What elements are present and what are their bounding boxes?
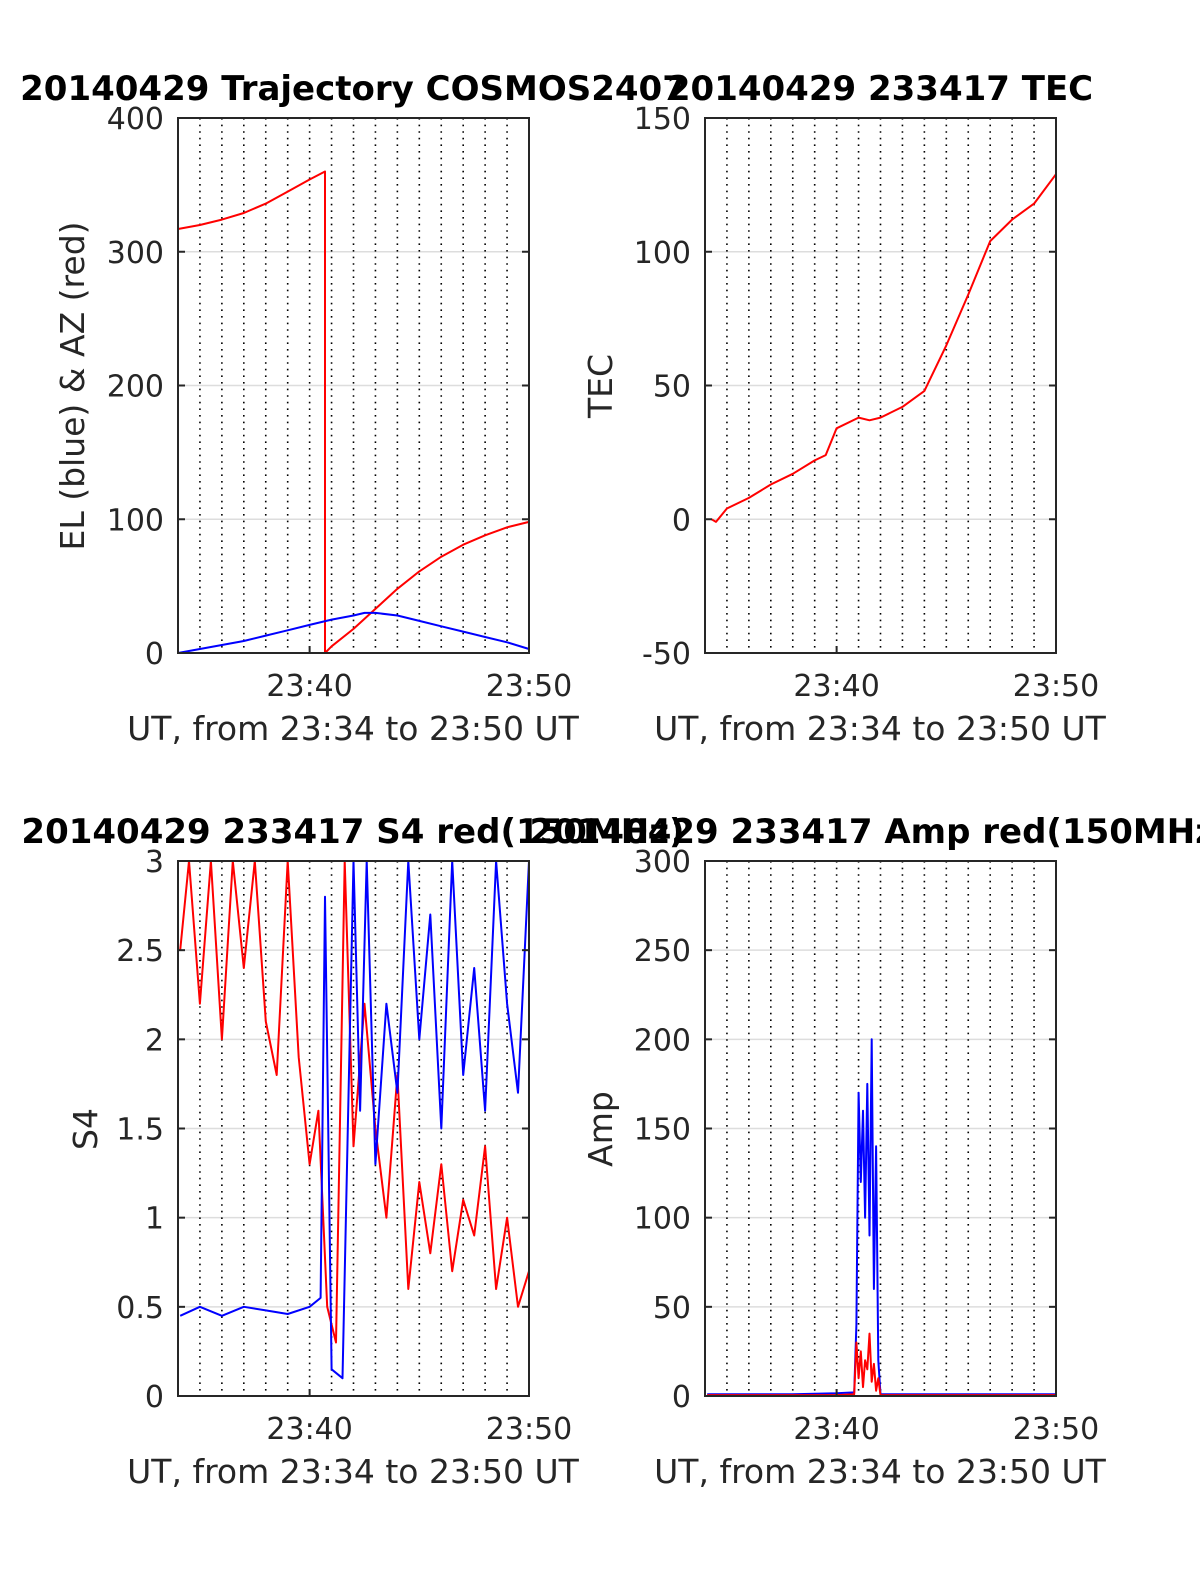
x-tick-label: 23:50 xyxy=(486,669,572,704)
y-tick-label: 200 xyxy=(634,1023,691,1058)
series-line-2 xyxy=(707,1332,1056,1397)
x-tick-label: 23:40 xyxy=(266,1412,352,1447)
x-tick-label: 23:40 xyxy=(793,669,879,704)
y-tick-label: 0.5 xyxy=(116,1291,164,1326)
y-tick-label: 200 xyxy=(107,370,164,405)
y-tick-label: 150 xyxy=(634,1113,691,1148)
x-tick-label: 23:50 xyxy=(486,1412,572,1447)
x-axis-label: UT, from 23:34 to 23:50 UT xyxy=(127,709,580,748)
x-tick-label: 23:50 xyxy=(1013,669,1099,704)
y-tick-label: 0 xyxy=(145,637,164,672)
panel-title: 20140429 233417 Amp red(150MHz) xyxy=(529,812,1200,852)
y-tick-label: 50 xyxy=(653,370,691,405)
y-tick-label: 250 xyxy=(634,934,691,969)
y-tick-label: 2 xyxy=(145,1023,164,1058)
y-tick-label: 100 xyxy=(107,503,164,538)
series-line-2 xyxy=(179,860,530,1380)
series-line-1 xyxy=(179,860,530,1344)
y-tick-label: 0 xyxy=(672,1380,691,1415)
x-axis-label: UT, from 23:34 to 23:50 UT xyxy=(654,709,1107,748)
x-tick-label: 23:40 xyxy=(266,669,352,704)
x-axis-label: UT, from 23:34 to 23:50 UT xyxy=(654,1452,1107,1491)
panel-amp: 0 50 100 150 200 250 300 23:40 23:50 20140429 23… xyxy=(529,812,1200,1491)
y-axis-label: S4 xyxy=(66,1108,105,1150)
panel-title: 20140429 233417 TEC xyxy=(667,69,1093,109)
y-tick-label: 100 xyxy=(634,236,691,271)
y-tick-label: 150 xyxy=(634,102,691,137)
y-axis-label: TEC xyxy=(581,354,620,419)
y-tick-label: 1.5 xyxy=(116,1113,164,1148)
y-tick-label: 100 xyxy=(634,1202,691,1237)
y-tick-label: 300 xyxy=(107,236,164,271)
y-tick-label: 2.5 xyxy=(116,934,164,969)
series-line-2 xyxy=(177,611,530,654)
y-tick-label: 50 xyxy=(653,1291,691,1326)
panel-tec: -50 0 50 100 150 23:40 23:50 20140429 233417 T… xyxy=(581,69,1107,748)
y-axis-label: Amp xyxy=(581,1091,620,1167)
y-tick-label: 1 xyxy=(145,1202,164,1237)
panel-title: 20140429 233417 S4 red(150MHz) xyxy=(21,812,684,852)
x-axis-label: UT, from 23:34 to 23:50 UT xyxy=(127,1452,580,1491)
series-line-1 xyxy=(177,170,530,654)
series-line-1 xyxy=(711,173,1057,523)
y-tick-label: 0 xyxy=(672,503,691,538)
y-axis-label: EL (blue) & AZ (red) xyxy=(53,221,92,550)
panel-title: 20140429 Trajectory COSMOS2407 xyxy=(20,69,686,109)
panel-trajectory: 0 100 200 300 400 23:40 23:50 20140429 Traject… xyxy=(20,69,686,748)
y-tick-label: 300 xyxy=(634,845,691,880)
y-tick-label: 400 xyxy=(107,102,164,137)
y-tick-label: 0 xyxy=(145,1380,164,1415)
panel-s4: 0 0.5 1 1.5 2 2.5 3 23:40 23:50 20140429 233417 … xyxy=(21,812,684,1491)
x-tick-label: 23:40 xyxy=(793,1412,879,1447)
x-tick-label: 23:50 xyxy=(1013,1412,1099,1447)
y-tick-label: 3 xyxy=(145,845,164,880)
y-tick-label: -50 xyxy=(642,637,691,672)
